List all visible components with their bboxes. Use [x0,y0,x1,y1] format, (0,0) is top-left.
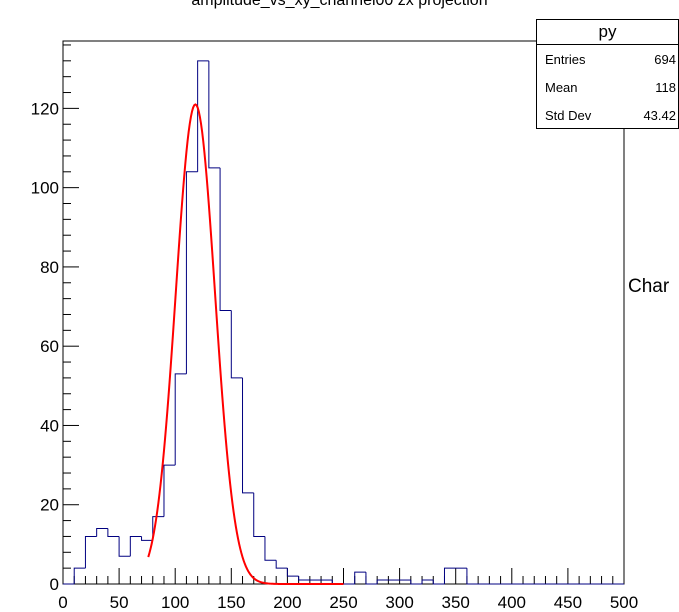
histogram-bin [230,310,243,379]
stats-value: 694 [654,52,676,67]
histogram-bin [73,567,86,584]
stats-label: Std Dev [545,108,592,123]
histogram-bin [298,576,310,581]
y-tick-label: 100 [31,179,59,198]
y-tick-label: 40 [40,416,59,435]
stats-label: Mean [545,80,578,95]
gaussian-fit-curve [147,103,344,585]
side-annotation: Char [628,276,670,297]
stats-box: py Entries 694 Mean 118 Std Dev 43.42 [536,19,679,129]
x-tick-label: 100 [161,593,189,612]
x-tick-label: 200 [273,593,301,612]
y-tick-label: 80 [40,258,59,277]
chart-title: amplitude_vs_xy_channel00 zx projection [191,0,488,9]
y-tick-label: 60 [40,337,59,356]
histogram-bin [365,572,378,585]
histogram-bin [152,516,164,541]
histogram-bin [163,464,176,517]
x-tick-label: 400 [498,593,526,612]
histogram-bin [185,171,198,374]
x-tick-label: 350 [442,593,470,612]
histogram-bin [354,571,366,584]
histogram-bin [141,536,153,541]
y-tick-label: 120 [31,99,59,118]
x-tick-label: 0 [58,593,67,612]
stats-label: Entries [545,52,586,67]
histogram-bin [253,492,265,537]
histogram-bin [84,535,97,569]
histogram-bin [219,167,232,312]
histogram-bin [376,579,389,584]
histogram-bin [208,60,221,169]
histogram-bin [197,60,209,172]
histogram-bin [107,528,120,537]
stats-row-mean: Mean 118 [537,73,678,101]
y-tick-label: 0 [50,575,59,594]
x-tick-label: 500 [610,593,638,612]
histogram-bin [129,535,142,557]
histogram-bin [242,377,254,494]
histogram-bin [421,579,434,584]
histogram-bin [286,568,299,577]
histogram-bin [118,536,131,557]
stats-value: 43.42 [643,108,676,123]
histogram-bin [174,373,187,466]
x-tick-label: 50 [110,593,129,612]
histogram-bin [264,536,277,561]
stats-value: 118 [655,80,676,95]
stats-box-name: py [537,20,678,45]
histogram-bin [275,560,288,569]
histogram-bin [443,567,456,584]
x-tick-label: 150 [217,593,245,612]
histogram-bin [432,580,445,585]
histogram-bin [466,568,624,585]
x-tick-label: 250 [329,593,357,612]
stats-row-stddev: Std Dev 43.42 [537,101,678,129]
histogram-bin [410,580,423,585]
y-tick-label: 20 [40,496,59,515]
histogram-bin [96,528,108,537]
x-tick-label: 300 [385,593,413,612]
x-tick-label: 450 [554,593,582,612]
stats-row-entries: Entries 694 [537,45,678,73]
